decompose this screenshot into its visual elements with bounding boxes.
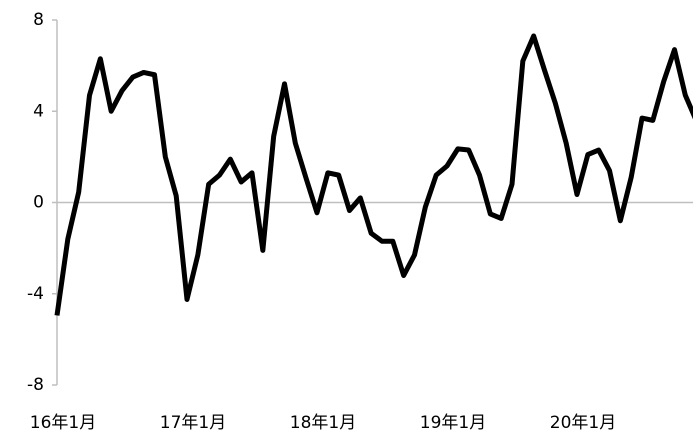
x-tick-label: 19年1月 <box>420 413 486 433</box>
y-tick-label: 8 <box>33 10 44 30</box>
line <box>54 33 693 316</box>
y-tick-label: 0 <box>33 193 44 213</box>
x-tick-label: 17年1月 <box>160 413 226 433</box>
y-tick-label: -8 <box>27 375 44 395</box>
x-tick-label: 20年1月 <box>550 413 616 433</box>
x-tick-label: 16年1月 <box>30 413 96 433</box>
y-tick-label: 4 <box>33 101 44 121</box>
x-tick-label: 18年1月 <box>290 413 356 433</box>
y-tick-label: -4 <box>27 284 44 304</box>
